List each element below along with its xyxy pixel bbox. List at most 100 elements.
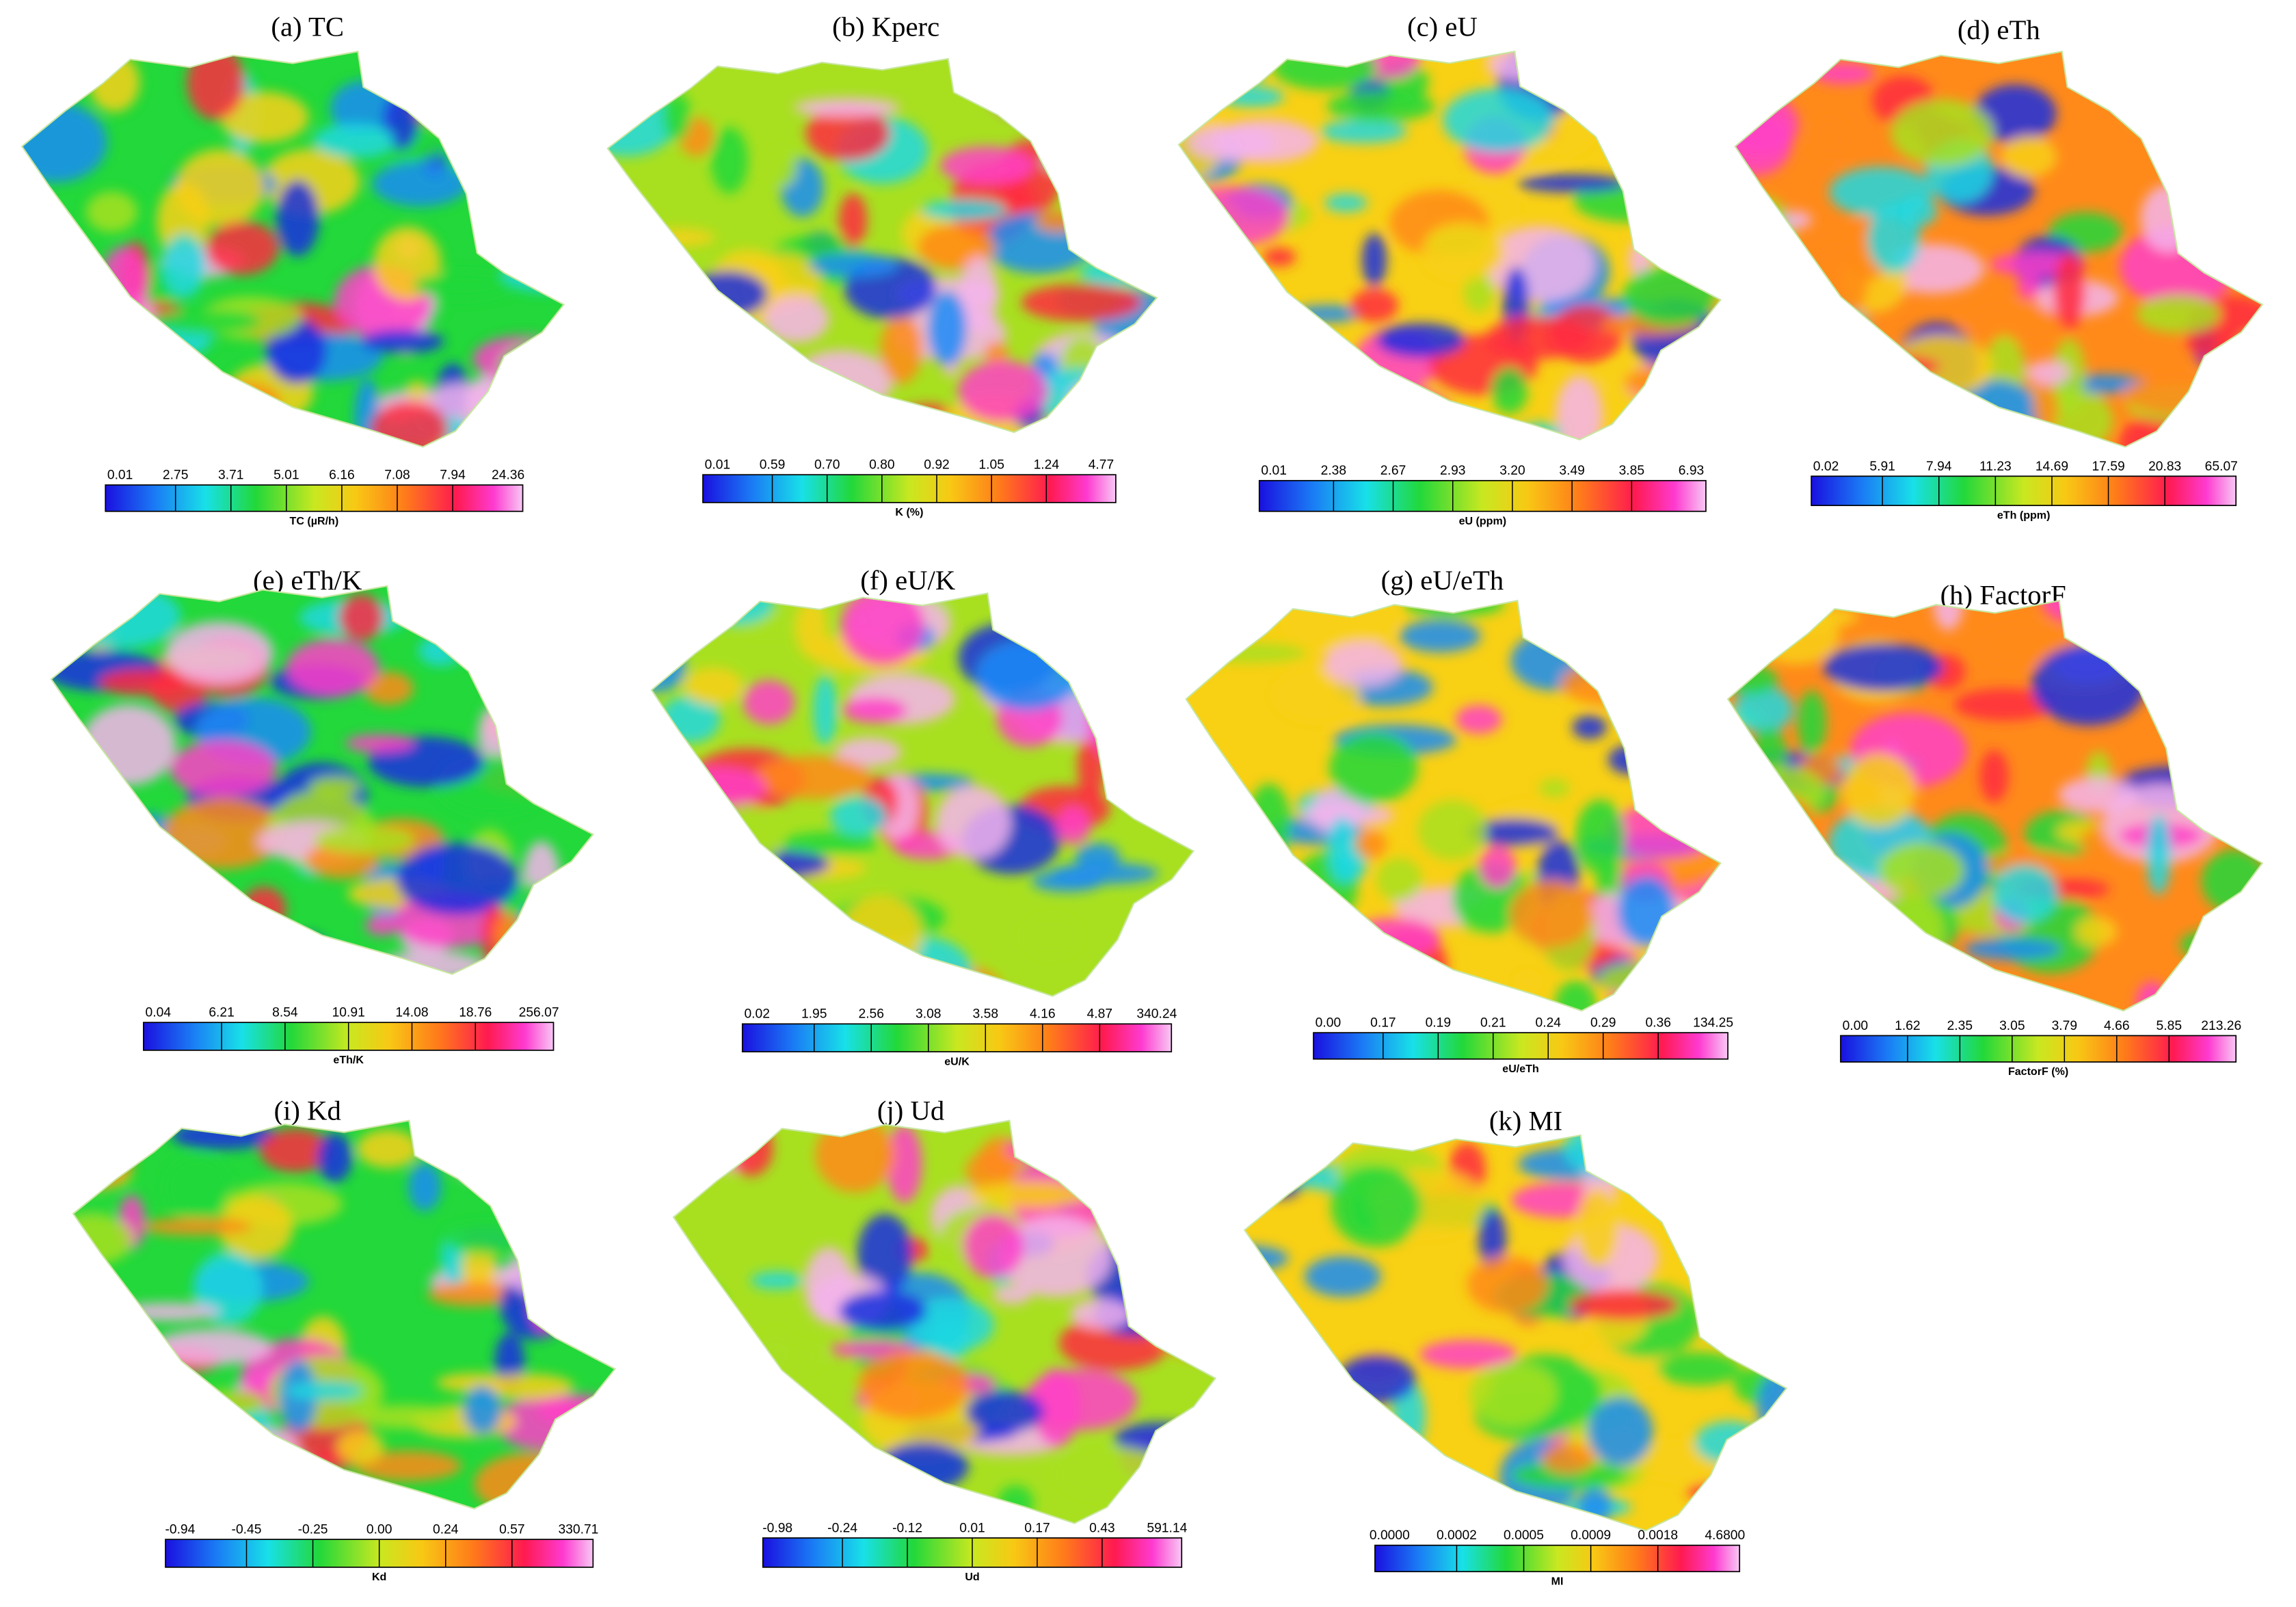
- colorbar: [1313, 1032, 1728, 1060]
- map-blob: [1897, 196, 1938, 227]
- map-blob: [835, 737, 902, 767]
- map-blob: [259, 1128, 331, 1173]
- map-blob: [313, 123, 395, 157]
- map-blob: [98, 843, 175, 921]
- map-blob: [1122, 211, 1157, 263]
- map-blob: [1361, 233, 1387, 287]
- map: [1244, 1135, 1787, 1531]
- map-blob: [425, 597, 510, 633]
- map-blob: [129, 412, 252, 447]
- map-blob: [1337, 1474, 1387, 1512]
- map-blob: [1034, 1120, 1155, 1132]
- map-blob: [641, 228, 716, 247]
- map-blob: [498, 631, 539, 710]
- map-blob: [1569, 1289, 1679, 1320]
- map-blob: [1056, 806, 1091, 845]
- map-blob: [780, 1437, 865, 1509]
- map-blob: [162, 798, 284, 869]
- colorbar-tick-label: 591.14: [1147, 1521, 1187, 1535]
- map-blob: [1032, 1368, 1080, 1446]
- map-blob: [65, 880, 157, 927]
- map-blob: [22, 102, 107, 183]
- colorbar-tick-label: 7.94: [440, 468, 466, 483]
- colorbar-tick-label: 65.07: [2205, 460, 2238, 474]
- map-blob: [965, 1390, 1044, 1433]
- map-blob: [73, 1437, 159, 1509]
- map-blob: [1245, 831, 1286, 894]
- map-blob: [51, 585, 91, 642]
- map-blob: [958, 360, 1048, 422]
- map-blob: [1515, 972, 1540, 992]
- map-blob: [766, 146, 798, 188]
- colorbar-tick-label: 4.6800: [1705, 1528, 1745, 1543]
- map-blob: [652, 798, 696, 877]
- colorbar-tick-label: 24.36: [492, 468, 524, 483]
- map-blob: [1145, 1210, 1216, 1288]
- colorbar-tick-label: 0.04: [146, 1006, 172, 1020]
- map-blob: [1191, 302, 1283, 364]
- map-blob: [1042, 62, 1096, 120]
- map-blob: [1601, 643, 1693, 708]
- map-blob: [241, 886, 286, 931]
- colorbar-tick-label: 0.0005: [1504, 1528, 1544, 1543]
- colorbar-tick-label: 330.71: [558, 1523, 598, 1537]
- colorbar-tick-label: 3.20: [1499, 464, 1525, 478]
- map-blob: [666, 767, 767, 808]
- map-blob: [1518, 174, 1627, 193]
- map-blob: [1667, 82, 1721, 140]
- map-blob: [1563, 1135, 1651, 1177]
- map-blob: [809, 252, 898, 277]
- colorbar-tick-label: 6.21: [209, 1006, 235, 1020]
- map-blob: [1478, 846, 1517, 889]
- map-blob: [443, 1222, 532, 1255]
- map-blob: [1560, 661, 1670, 706]
- colorbar-tick-label: 0.24: [1536, 1016, 1562, 1031]
- map-blob: [2171, 600, 2262, 636]
- map-blob: [1352, 386, 1458, 440]
- map-outline: [21, 51, 565, 448]
- colorbar-tick-label: 0.01: [705, 458, 731, 473]
- map-blob: [662, 92, 691, 141]
- map-blob: [1270, 1355, 1300, 1375]
- map-blob: [689, 1421, 765, 1453]
- map-blob: [782, 832, 879, 855]
- map-blob: [141, 1217, 252, 1236]
- colorbar-tick-label: 3.49: [1559, 464, 1585, 478]
- colorbar-tick-label: 3.05: [1999, 1019, 2025, 1033]
- map-blob: [1633, 1442, 1754, 1480]
- map-blob: [1694, 1421, 1765, 1464]
- colorbar-tick-label: 256.07: [519, 1006, 559, 1020]
- map-outline: [606, 57, 1158, 434]
- colorbar-tick-label: 0.29: [1590, 1016, 1616, 1031]
- map-blob: [1419, 1340, 1517, 1369]
- map-blob: [829, 796, 887, 836]
- map-blob: [1463, 271, 1494, 313]
- colorbar-tick-label: 5.91: [1869, 460, 1895, 474]
- map-blob: [442, 594, 531, 667]
- colorbar-tick-label: 2.56: [858, 1007, 884, 1022]
- map-blob: [1728, 954, 1786, 975]
- colorbar-tick-label: 4.66: [2104, 1019, 2130, 1033]
- map-blob: [1725, 1294, 1787, 1334]
- map-blob: [1116, 1206, 1216, 1240]
- colorbar-tick-label: 7.94: [1926, 460, 1952, 474]
- map-blob: [345, 734, 415, 753]
- map-blob: [841, 697, 907, 723]
- map-blob: [2088, 51, 2146, 85]
- map-blob: [1247, 783, 1291, 864]
- map-blob: [2227, 410, 2262, 447]
- colorbar-tick-label: 3.85: [1619, 464, 1645, 478]
- map-blob: [1554, 980, 1597, 1011]
- map-blob: [1624, 363, 1721, 403]
- map-blob: [1178, 73, 1212, 94]
- map-blob: [1022, 916, 1081, 957]
- map-blob: [1148, 1274, 1216, 1336]
- colorbar-tick-label: 0.00: [1843, 1019, 1869, 1033]
- map-blob: [2189, 611, 2262, 633]
- map-blob: [963, 1213, 1024, 1279]
- colorbar-tick-label: 2.75: [163, 468, 188, 483]
- map-blob: [1731, 892, 1812, 920]
- map-blob: [22, 399, 49, 431]
- colorbar-tick-label: 2.35: [1947, 1019, 1973, 1033]
- map-blob: [1619, 600, 1721, 620]
